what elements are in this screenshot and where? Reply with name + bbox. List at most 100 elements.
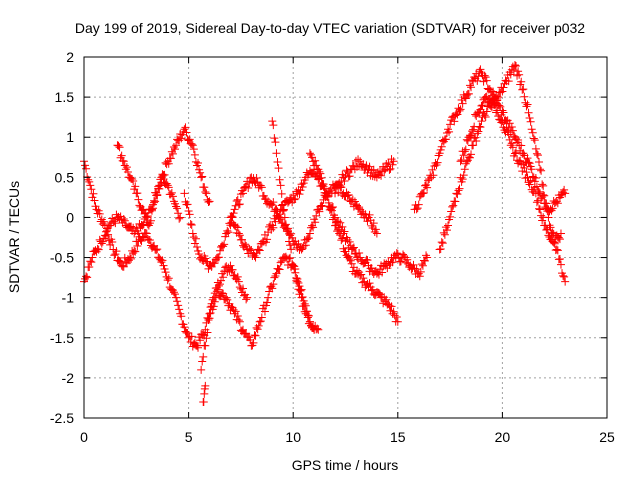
data-point-marker (201, 381, 210, 390)
data-point-marker (185, 210, 194, 219)
data-point-marker (437, 238, 446, 247)
data-point-marker (386, 258, 395, 267)
data-point-marker (194, 343, 203, 352)
data-point-marker (559, 271, 568, 280)
data-point-marker (196, 336, 205, 345)
data-point-marker (145, 235, 154, 244)
data-point-marker (527, 125, 536, 134)
data-point-marker (226, 261, 235, 270)
data-point-marker (299, 301, 308, 310)
y-axis-label: SDTVAR / TECUs (6, 181, 22, 293)
data-point-marker (289, 261, 298, 270)
data-point-marker (214, 253, 223, 262)
data-point-marker (167, 188, 176, 197)
data-point-marker (264, 293, 273, 302)
data-point-marker (97, 239, 106, 248)
data-point-marker (219, 242, 228, 251)
data-point-marker (488, 96, 497, 105)
data-point-marker (506, 141, 515, 150)
data-point-marker (296, 286, 305, 295)
data-point-marker (235, 231, 244, 240)
data-point-marker (488, 87, 497, 96)
data-point-marker (437, 142, 446, 151)
data-point-marker (369, 165, 378, 174)
data-point-marker (382, 295, 391, 304)
data-point-marker (524, 108, 533, 117)
data-point-marker (531, 174, 540, 183)
data-point-marker (282, 225, 291, 234)
data-point-marker (550, 239, 559, 248)
data-point-marker (274, 164, 283, 173)
data-point-marker (480, 94, 489, 103)
data-point-marker (134, 229, 143, 238)
data-point-marker (492, 108, 501, 117)
data-point-marker (532, 182, 541, 191)
data-point-marker (114, 256, 123, 265)
data-point-marker (187, 220, 196, 229)
data-point-marker (164, 159, 173, 168)
data-point-marker (347, 245, 356, 254)
data-point-marker (252, 174, 261, 183)
data-point-marker (464, 89, 473, 98)
data-point-marker (539, 213, 548, 222)
data-point-marker (494, 112, 503, 121)
data-point-marker (359, 209, 368, 218)
data-point-marker (224, 228, 233, 237)
data-point-marker (478, 101, 487, 110)
data-point-marker (168, 286, 177, 295)
data-point-marker (118, 156, 127, 165)
data-point-marker (506, 70, 515, 79)
data-point-marker (339, 173, 348, 182)
data-point-marker (270, 273, 279, 282)
data-point-marker (268, 117, 277, 126)
data-point-marker (456, 105, 465, 114)
data-point-marker (263, 298, 272, 307)
data-point-marker (343, 235, 352, 244)
data-point-marker (340, 176, 349, 185)
data-point-marker (447, 207, 456, 216)
data-point-marker (504, 130, 513, 139)
data-point-marker (256, 181, 265, 190)
data-point-marker (539, 181, 548, 190)
data-point-marker (198, 357, 207, 366)
data-point-marker (517, 77, 526, 86)
data-point-marker (448, 202, 457, 211)
data-point-marker (463, 136, 472, 145)
data-point-marker (192, 243, 201, 252)
data-point-marker (277, 189, 286, 198)
data-point-marker (429, 171, 438, 180)
data-point-marker (168, 149, 177, 158)
data-point-marker (200, 183, 209, 192)
data-point-marker (420, 256, 429, 265)
data-point-marker (199, 330, 208, 339)
data-point-marker (181, 327, 190, 336)
data-point-marker (422, 251, 431, 260)
data-point-marker (459, 171, 468, 180)
data-point-marker (355, 248, 364, 257)
data-point-marker (428, 165, 437, 174)
data-point-marker (111, 219, 120, 228)
data-point-marker (122, 163, 131, 172)
data-point-marker (385, 165, 394, 174)
data-point-marker (99, 217, 108, 226)
data-point-marker (210, 259, 219, 268)
data-point-marker (233, 223, 242, 232)
data-point-marker (110, 251, 119, 260)
data-point-marker (197, 173, 206, 182)
data-point-marker (508, 126, 517, 135)
data-point-marker (409, 260, 418, 269)
data-point-marker (108, 238, 117, 247)
data-point-marker (524, 178, 533, 187)
data-point-marker (359, 274, 368, 283)
data-point-marker (363, 256, 372, 265)
data-point-marker (173, 297, 182, 306)
data-point-marker (215, 246, 224, 255)
data-point-marker (531, 144, 540, 153)
data-point-marker (210, 297, 219, 306)
data-point-marker (404, 259, 413, 268)
data-point-marker (510, 149, 519, 158)
data-point-marker (163, 276, 172, 285)
data-point-marker (201, 341, 210, 350)
data-point-marker (280, 213, 289, 222)
data-point-marker (292, 276, 301, 285)
